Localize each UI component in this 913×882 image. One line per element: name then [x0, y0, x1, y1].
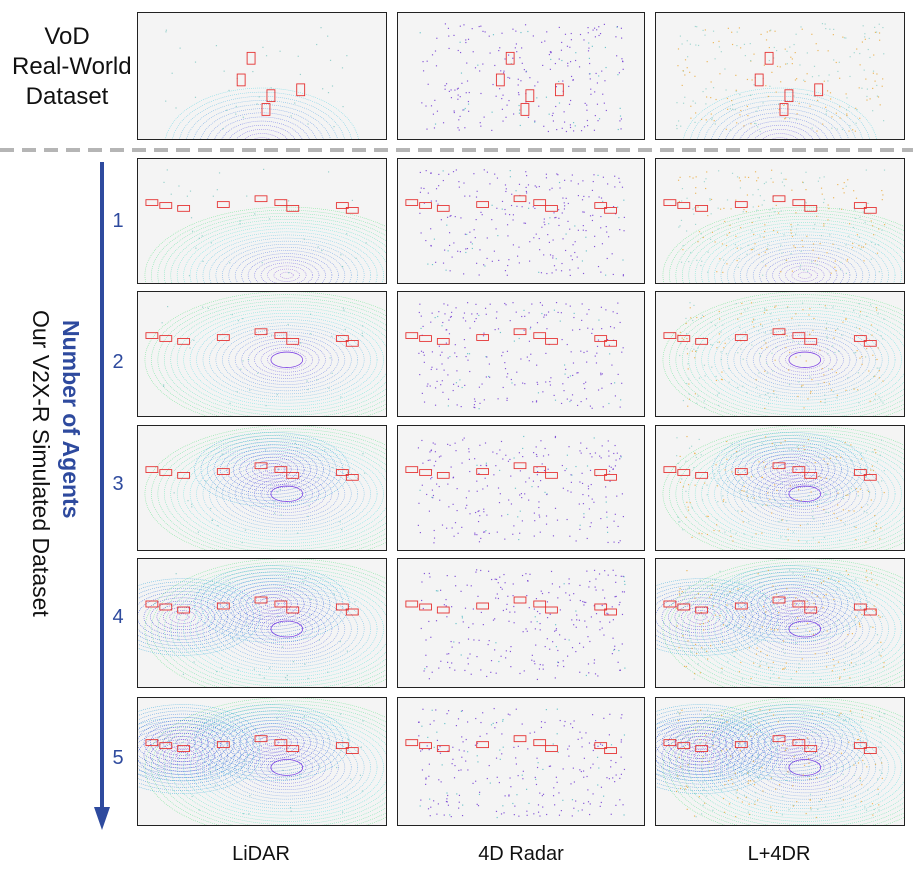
section-divider	[0, 148, 913, 152]
agent-count-2: 2	[112, 351, 124, 373]
vod-label-line-2: Real-World	[12, 53, 132, 80]
agents-3-radar-panel	[397, 425, 645, 551]
agents-2-radar-panel	[397, 291, 645, 417]
vod-fusion-panel	[655, 12, 905, 140]
column-label-lidar: LiDAR	[232, 843, 290, 865]
agents-4-fusion-panel	[655, 558, 905, 688]
agents-5-fusion-panel	[655, 697, 905, 826]
agent-count-3: 3	[112, 473, 124, 495]
column-label-radar: 4D Radar	[478, 843, 564, 865]
agents-4-radar-panel	[397, 558, 645, 688]
agents-2-lidar-panel	[137, 291, 387, 417]
simulated-dataset-label: Our V2X-R Simulated Dataset	[28, 310, 54, 617]
agents-3-lidar-panel	[137, 425, 387, 551]
vod-label-line-3: Dataset	[25, 83, 109, 110]
agents-axis-arrow	[94, 162, 110, 830]
agents-1-radar-panel	[397, 158, 645, 284]
column-label-fusion: L+4DR	[747, 843, 811, 865]
number-of-agents-label: Number of Agents	[58, 320, 84, 519]
agents-5-radar-panel	[397, 697, 645, 826]
agents-4-lidar-panel	[137, 558, 387, 688]
agents-1-fusion-panel	[655, 158, 905, 284]
agents-2-fusion-panel	[655, 291, 905, 417]
agents-5-lidar-panel	[137, 697, 387, 826]
agent-count-4: 4	[112, 606, 124, 628]
vod-radar-panel	[397, 12, 645, 140]
vod-label-line-1: VoD	[44, 23, 90, 50]
agents-1-lidar-panel	[137, 158, 387, 284]
agents-3-fusion-panel	[655, 425, 905, 551]
vod-lidar-panel	[137, 12, 387, 140]
agent-count-1: 1	[112, 210, 124, 232]
agent-count-5: 5	[112, 747, 124, 769]
vod-dataset-label: VoD Real-World Dataset	[12, 22, 132, 112]
